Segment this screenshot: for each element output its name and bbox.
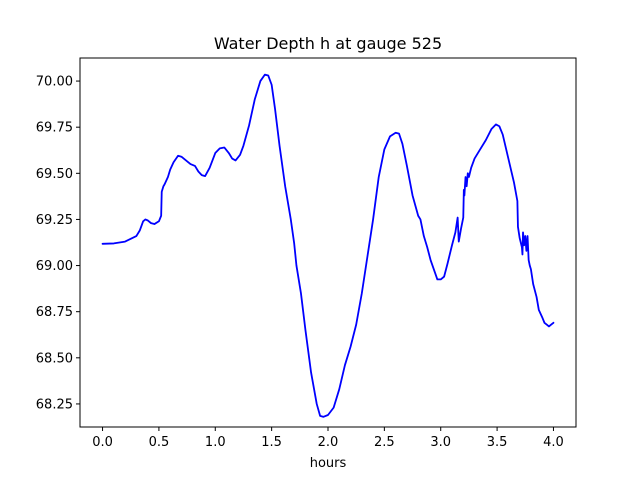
x-tick-label: 0.5 [149, 435, 170, 450]
x-tick-label: 0.0 [92, 435, 113, 450]
x-tick-label: 3.5 [487, 435, 508, 450]
series-line [101, 73, 555, 418]
x-tick-label: 3.0 [430, 435, 451, 450]
x-tick-label: 2.0 [318, 435, 339, 450]
x-axis: 0.0 0.5 1.0 1.5 2.0 2.5 3.0 3.5 4.0 [92, 427, 564, 450]
y-axis: 68.25 68.50 68.75 69.00 69.25 69.50 69.75 70.00 [36, 75, 80, 412]
y-tick-label: 69.75 [36, 121, 73, 136]
x-axis-label: hours [310, 456, 347, 471]
plot-area: 68.25 68.50 68.75 69.00 69.25 69.50 69.75 70.00… [36, 57, 577, 450]
y-tick-label: 70.00 [36, 75, 73, 90]
y-tick-label: 69.50 [36, 167, 73, 182]
x-tick-label: 2.5 [374, 435, 395, 450]
x-tick-label: 4.0 [543, 435, 564, 450]
chart-title: Water Depth h at gauge 525 [214, 34, 442, 53]
y-tick-label: 68.50 [36, 351, 73, 366]
x-tick-label: 1.5 [261, 435, 282, 450]
y-tick-label: 69.25 [36, 213, 73, 228]
y-tick-label: 69.00 [36, 259, 73, 274]
x-tick-label: 1.0 [205, 435, 226, 450]
y-tick-label: 68.75 [36, 305, 73, 320]
y-tick-label: 68.25 [36, 397, 73, 412]
